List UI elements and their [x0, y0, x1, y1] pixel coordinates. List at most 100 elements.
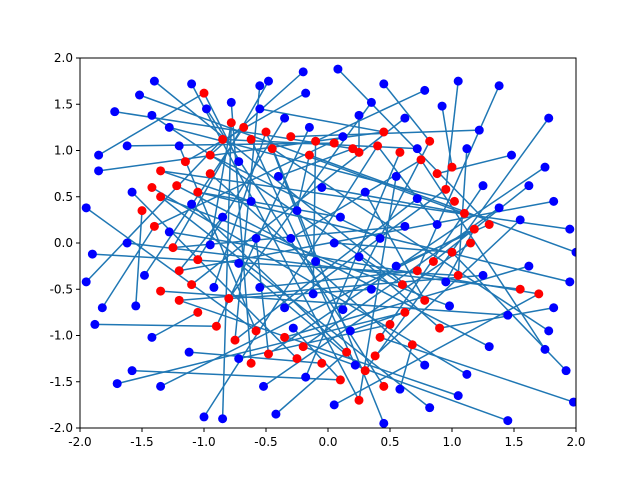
- source-point: [400, 113, 410, 123]
- target-point: [156, 286, 166, 296]
- target-point: [335, 375, 345, 385]
- target-point: [187, 280, 197, 290]
- y-tick-label: -2.0: [50, 421, 73, 435]
- source-point: [354, 252, 364, 262]
- link-line: [160, 290, 508, 316]
- source-point: [494, 203, 504, 213]
- link-line: [203, 92, 240, 162]
- source-point: [412, 194, 422, 204]
- link-line: [160, 170, 570, 230]
- link-line: [98, 92, 205, 156]
- link-line: [197, 191, 341, 218]
- target-point: [379, 381, 389, 391]
- target-point: [246, 134, 256, 144]
- source-point: [453, 391, 463, 401]
- source-point: [311, 257, 321, 266]
- source-point: [354, 110, 364, 120]
- source-point: [184, 347, 194, 357]
- target-point: [226, 118, 236, 128]
- source-point: [201, 104, 211, 114]
- link-line: [439, 307, 554, 329]
- source-point: [462, 144, 472, 154]
- target-point: [370, 351, 380, 361]
- source-point: [540, 344, 550, 354]
- source-point: [246, 196, 256, 206]
- link-line: [399, 344, 414, 390]
- source-point: [503, 416, 513, 426]
- target-point: [230, 335, 240, 345]
- target-point: [447, 162, 457, 172]
- link-line: [275, 351, 348, 415]
- link-line: [302, 345, 509, 422]
- source-point: [549, 303, 559, 313]
- target-point: [156, 192, 166, 202]
- link-line: [228, 288, 372, 300]
- source-point: [569, 397, 576, 407]
- target-point: [137, 206, 147, 216]
- source-point: [391, 171, 401, 181]
- source-point: [292, 206, 302, 216]
- target-point: [354, 147, 364, 157]
- target-point: [263, 349, 273, 359]
- target-point: [484, 220, 494, 229]
- target-point: [420, 295, 430, 305]
- link-line: [234, 198, 418, 341]
- x-tick-label: -1.5: [130, 435, 153, 449]
- x-axis: -2.0 -1.5 -1.0 -0.5 0.0 0.5 1.0 1.5 2.0: [68, 428, 586, 449]
- x-tick-label: 1.5: [504, 435, 523, 449]
- link-line: [238, 323, 391, 360]
- link-line: [292, 327, 341, 381]
- link-line: [334, 242, 453, 253]
- source-point: [494, 81, 504, 91]
- source-point: [147, 332, 157, 342]
- link-line: [290, 159, 422, 240]
- source-point: [122, 238, 132, 248]
- link-line: [441, 105, 453, 168]
- link-line: [364, 191, 426, 301]
- source-point: [199, 412, 209, 422]
- target-point: [205, 150, 215, 160]
- link-line: [312, 141, 317, 294]
- source-point: [226, 97, 236, 107]
- plot-area: [81, 64, 576, 428]
- y-tick-label: 0.0: [54, 236, 73, 250]
- target-point: [435, 323, 445, 333]
- link-line: [127, 242, 521, 290]
- link-line: [302, 207, 500, 348]
- link-line: [209, 154, 381, 240]
- link-line: [358, 176, 397, 401]
- target-point: [193, 187, 203, 197]
- link-line: [178, 145, 257, 332]
- target-point: [354, 395, 364, 405]
- source-point: [304, 122, 314, 132]
- source-point: [81, 203, 91, 213]
- source-point: [301, 88, 311, 98]
- source-point: [503, 310, 513, 320]
- source-point: [345, 326, 355, 336]
- source-point: [524, 261, 534, 271]
- source-point: [280, 113, 290, 123]
- link-line: [131, 191, 298, 360]
- source-point: [329, 238, 339, 248]
- source-point: [131, 301, 141, 311]
- link-line: [350, 311, 406, 332]
- source-point: [317, 183, 327, 192]
- source-point: [565, 277, 575, 287]
- target-point: [428, 257, 438, 266]
- target-point: [156, 166, 166, 176]
- source-point: [561, 366, 571, 376]
- source-point: [209, 282, 219, 292]
- target-point: [168, 243, 178, 253]
- y-axis: -2.0 -1.5 -1.0 -0.5 0.0 0.5 1.0 1.5 2.0: [50, 51, 80, 435]
- source-point: [218, 414, 228, 424]
- source-point: [544, 326, 554, 336]
- target-point: [211, 321, 221, 331]
- source-point: [280, 303, 290, 313]
- source-point: [544, 113, 554, 123]
- source-point: [338, 305, 348, 315]
- target-point: [193, 255, 203, 265]
- source-point: [338, 132, 348, 142]
- target-point: [239, 122, 249, 132]
- target-point: [205, 169, 215, 179]
